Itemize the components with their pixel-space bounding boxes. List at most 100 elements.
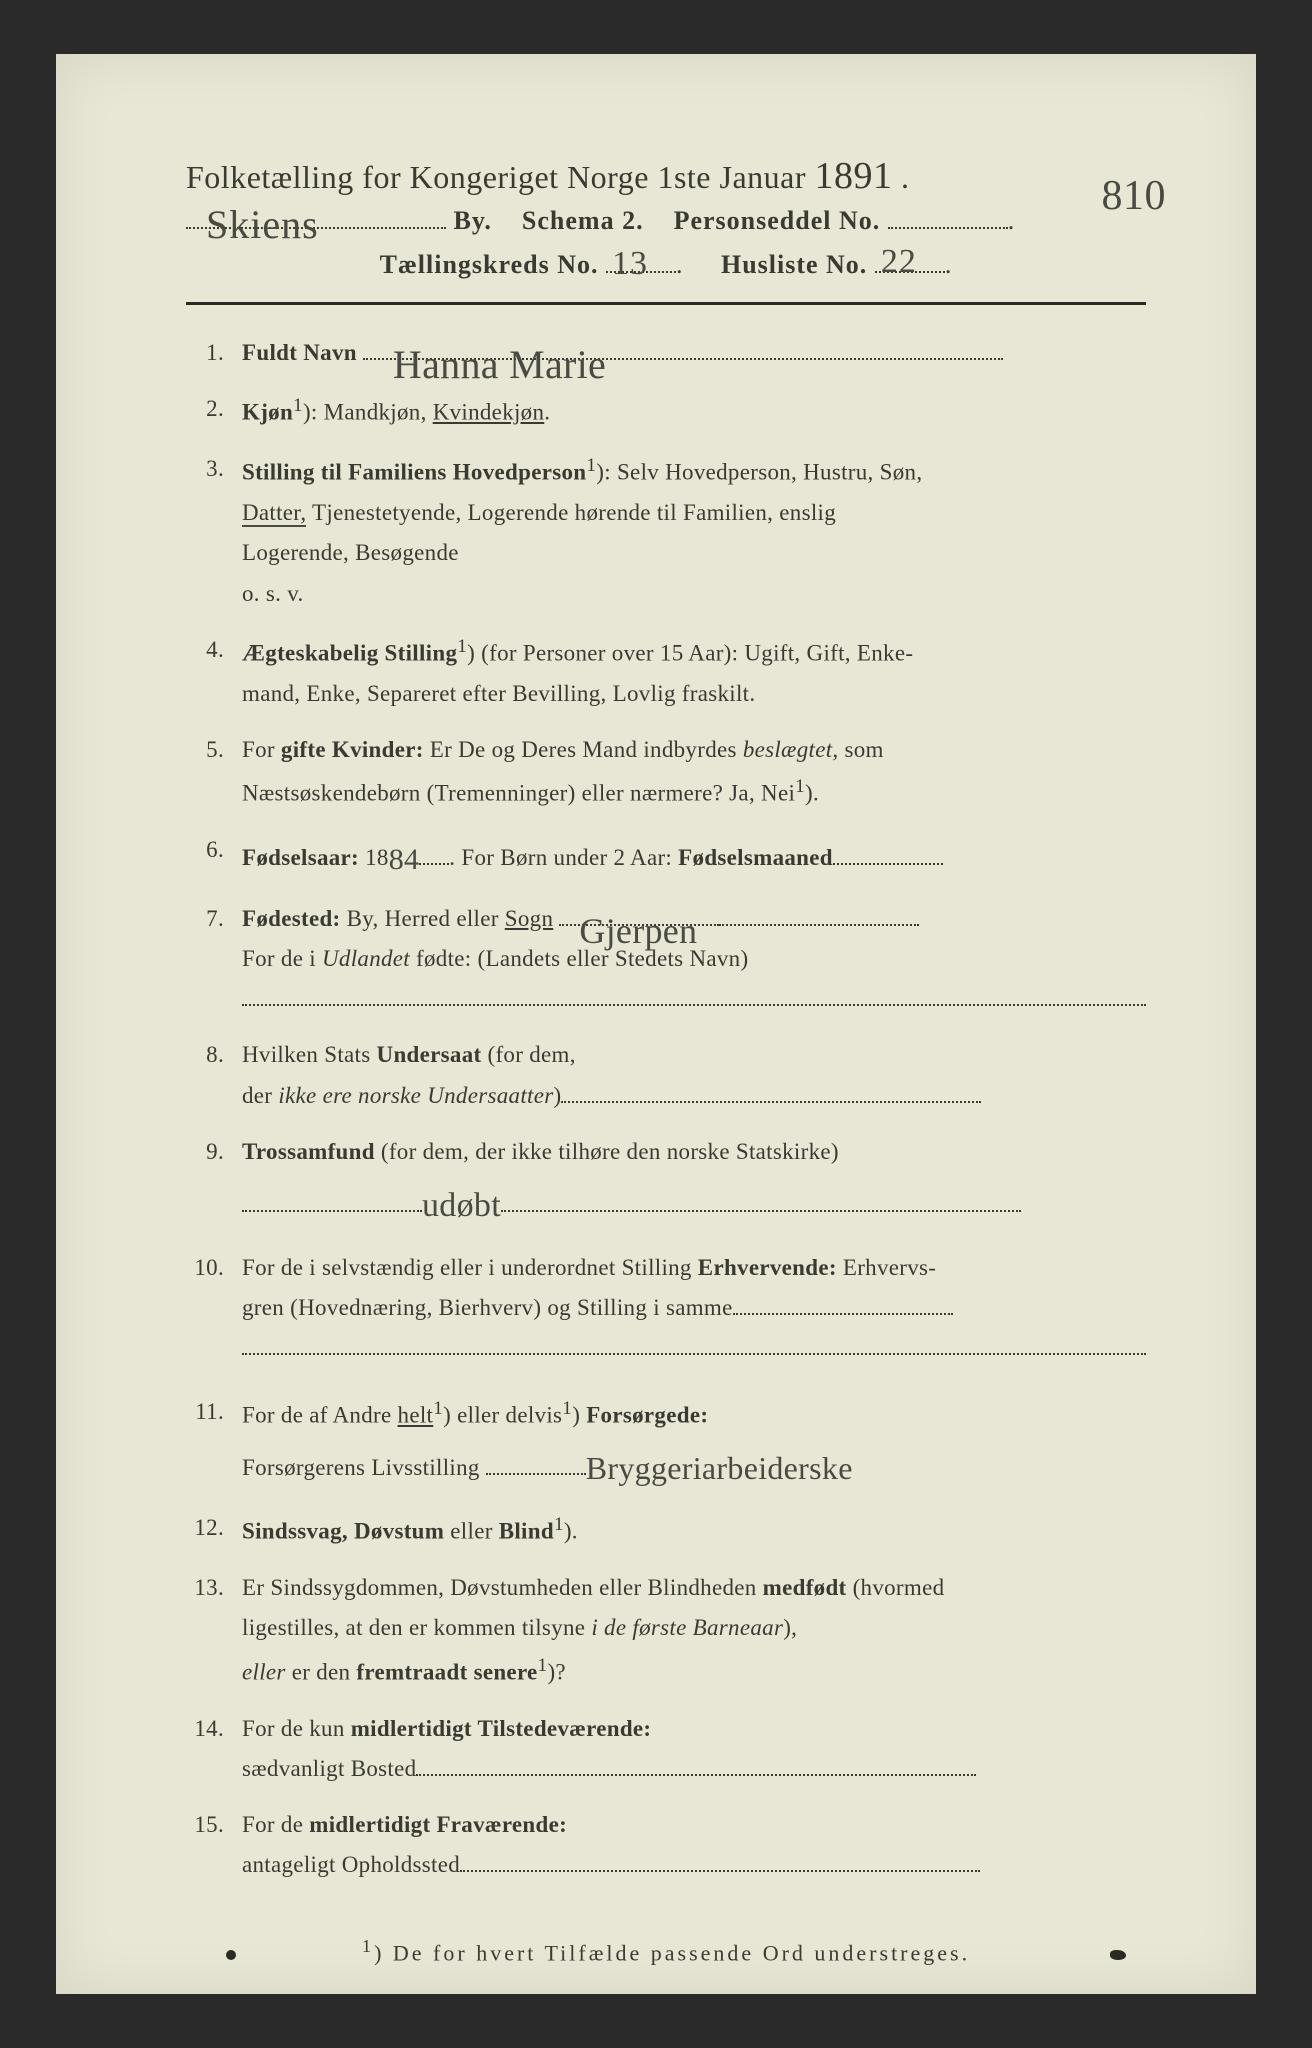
item-15-num: 15. [186, 1805, 242, 1886]
item-5-line1a: For [242, 737, 281, 762]
footnote: 1) De for hvert Tilfælde passende Ord un… [186, 1936, 1146, 1966]
item-14-line2: sædvanligt Bosted [242, 1756, 416, 1781]
item-6-dots1 [419, 863, 449, 865]
husliste-label: Husliste No. [721, 250, 867, 279]
footnote-text: ) De for hvert Tilfælde passende Ord und… [374, 1940, 970, 1965]
item-7-num: 7. [186, 899, 242, 1020]
item-3: 3. Stilling til Familiens Hovedperson1):… [186, 449, 1146, 614]
item-14: 14. For de kun midlertidigt Tilstedevære… [186, 1709, 1146, 1790]
item-7-label: Fødested: [242, 906, 341, 931]
item-13-italic: i de første Barneaar [591, 1615, 783, 1640]
item-15-line2: antageligt Opholdssted [242, 1852, 460, 1877]
item-11-line1a: For de af Andre [242, 1403, 398, 1428]
item-9-line1: (for dem, der ikke tilhøre den norske St… [375, 1139, 839, 1164]
item-2-text: ): Mandkjøn, [303, 400, 433, 425]
item-11-hw: Bryggeriarbeiderske [586, 1440, 853, 1496]
item-13-line3b: er den [286, 1659, 357, 1684]
item-8-line1a: Hvilken Stats [242, 1042, 377, 1067]
item-9-label: Trossamfund [242, 1139, 375, 1164]
husliste-hw: 22 [881, 243, 917, 281]
item-15-line1a: For de [242, 1812, 309, 1837]
item-4: 4. Ægteskabelig Stilling1) (for Personer… [186, 630, 1146, 714]
item-15-field [460, 1870, 980, 1872]
item-5: 5. For gifte Kvinder: Er De og Deres Man… [186, 730, 1146, 814]
item-3-line2: Tjenestetyende, Logerende hørende til Fa… [312, 500, 836, 525]
item-1-num: 1. [186, 333, 242, 373]
item-4-label: Ægteskabelig Stilling [242, 640, 457, 665]
item-3-line4: o. s. v. [242, 581, 304, 606]
item-1-content: Fuldt Navn Hanna Marie [242, 333, 1146, 373]
item-8-field [561, 1101, 981, 1103]
item-13-label2: fremtraadt senere [356, 1659, 537, 1684]
personseddel-field [888, 227, 1008, 229]
item-7-line2a: For de i [242, 946, 322, 971]
item-13-line2a: ligestilles, at den er kommen tilsyne [242, 1615, 591, 1640]
item-12-mid: eller [444, 1519, 498, 1544]
item-2-label: Kjøn [242, 400, 293, 425]
item-6-mid: . For Børn under 2 Aar: [449, 845, 678, 870]
item-5-line1b: Er De og Deres Mand indbyrdes [424, 737, 743, 762]
item-8-label: Undersaat [377, 1042, 482, 1067]
item-11-num: 11. [186, 1392, 242, 1492]
item-5-num: 5. [186, 730, 242, 814]
item-13-label: medfødt [763, 1575, 847, 1600]
item-10-field2 [242, 1353, 1146, 1355]
item-14-line1a: For de kun [242, 1716, 351, 1741]
item-12-end: ). [564, 1519, 578, 1544]
footnote-sup: 1 [362, 1936, 374, 1956]
title-line: Folketælling for Kongeriget Norge 1ste J… [186, 154, 1146, 198]
item-11-sup1: 1 [433, 1398, 443, 1419]
item-11-dots-pre [486, 1473, 586, 1475]
item-12-content: Sindssvag, Døvstum eller Blind1). [242, 1508, 1146, 1552]
item-7-field2 [242, 1004, 1146, 1006]
city-hw: Skiens [206, 201, 319, 248]
item-1-label: Fuldt Navn [242, 340, 357, 365]
item-3-line3: Logerende, Besøgende [242, 540, 459, 565]
item-6: 6. Fødselsaar: 1884. For Børn under 2 Aa… [186, 830, 1146, 883]
item-2-content: Kjøn1): Mandkjøn, Kvindekjøn. [242, 389, 1146, 433]
item-15-content: For de midlertidigt Fraværende: antageli… [242, 1805, 1146, 1886]
item-6-label: Fødselsaar: [242, 845, 359, 870]
item-6-hw: 84 [389, 834, 420, 887]
item-5-sup: 1 [795, 776, 805, 797]
item-6-content: Fødselsaar: 1884. For Børn under 2 Aar: … [242, 830, 1146, 883]
krets-label: Tællingskreds No. [380, 250, 599, 279]
item-13-line1b: (hvormed [847, 1575, 945, 1600]
item-1: 1. Fuldt Navn Hanna Marie [186, 333, 1146, 373]
item-4-line2: mand, Enke, Separeret efter Bevilling, L… [242, 681, 755, 706]
item-7-hw: Gjerpen [579, 900, 697, 963]
item-4-num: 4. [186, 630, 242, 714]
city-line: Skiens By. Schema 2. Personseddel No. . [186, 206, 1146, 236]
item-8-num: 8. [186, 1035, 242, 1116]
item-10-num: 10. [186, 1248, 242, 1369]
year-dot: . [901, 159, 910, 195]
item-12-sup: 1 [554, 1514, 564, 1535]
item-7-content: Fødested: By, Herred eller Sogn Gjerpen … [242, 899, 1146, 1020]
item-11-line2: Forsørgerens Livsstilling [242, 1455, 480, 1480]
item-15: 15. For de midlertidigt Fraværende: anta… [186, 1805, 1146, 1886]
item-13-content: Er Sindssygdommen, Døvstumheden eller Bl… [242, 1568, 1146, 1692]
item-14-num: 14. [186, 1709, 242, 1790]
item-13-num: 13. [186, 1568, 242, 1692]
item-10: 10. For de i selvstændig eller i underor… [186, 1248, 1146, 1369]
item-2-num: 2. [186, 389, 242, 433]
item-8-content: Hvilken Stats Undersaat (for dem, der ik… [242, 1035, 1146, 1116]
header-divider [186, 302, 1146, 305]
item-12-num: 12. [186, 1508, 242, 1552]
item-3-label: Stilling til Familiens Hovedperson [242, 460, 586, 485]
item-2-underlined: Kvindekjøn [433, 400, 545, 425]
item-8-line2a: der [242, 1083, 278, 1108]
item-11-sup2: 1 [562, 1398, 572, 1419]
item-3-content: Stilling til Familiens Hovedperson1): Se… [242, 449, 1146, 614]
item-13-line1a: Er Sindssygdommen, Døvstumheden eller Bl… [242, 1575, 763, 1600]
krets-field: 13 [606, 271, 676, 273]
title-year: 1891 [815, 155, 893, 197]
corner-mark-right [1110, 1950, 1126, 1960]
item-11-helt: helt [398, 1403, 434, 1428]
item-3-indent: Datter, Tjenestetyende, Logerende hørend… [242, 500, 836, 606]
item-7-line1a: By, Herred eller [347, 906, 505, 931]
item-10-content: For de i selvstændig eller i underordnet… [242, 1248, 1146, 1369]
item-3-sup: 1 [586, 455, 596, 476]
item-11-label: Forsørgede: [586, 1403, 708, 1428]
item-14-label: midlertidigt Tilstedeværende: [351, 1716, 652, 1741]
